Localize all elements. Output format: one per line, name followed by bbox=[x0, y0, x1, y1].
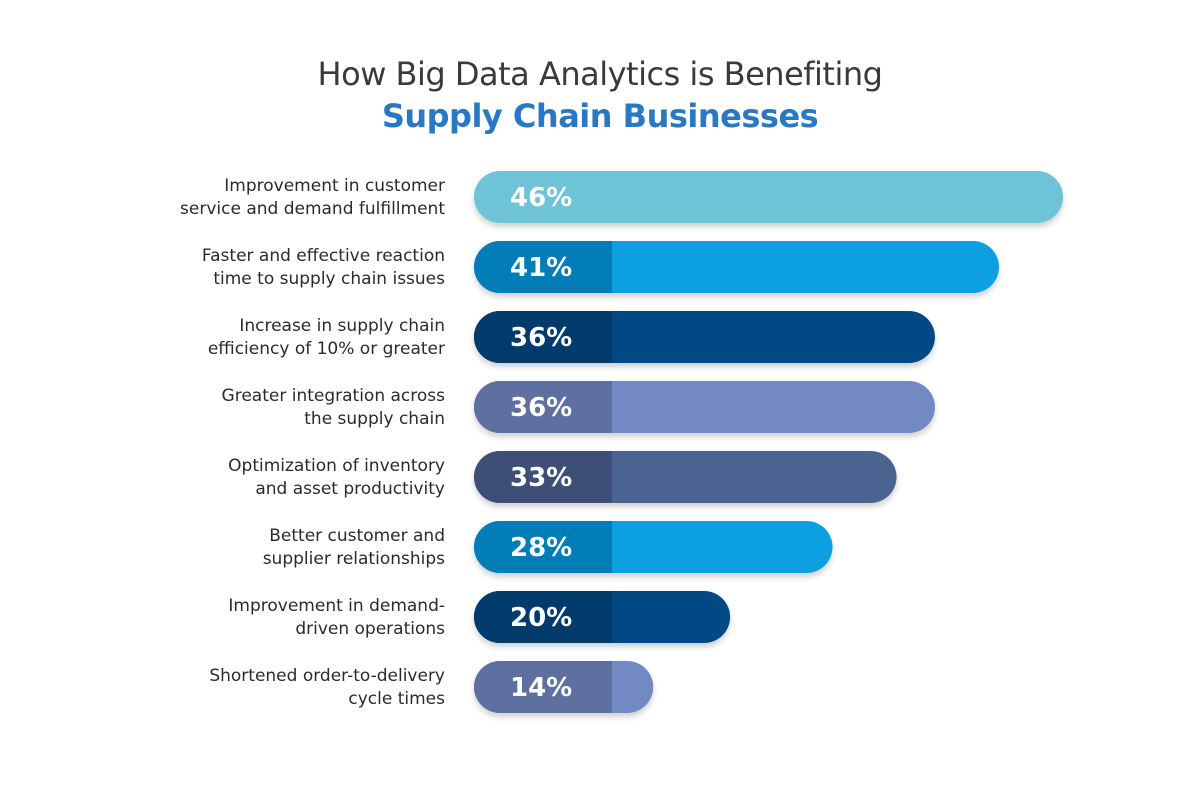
category-label: Improvement in demand-driven operations bbox=[228, 596, 445, 639]
bar-shade-segment bbox=[474, 521, 612, 573]
category-label: Greater integration across the supply cha… bbox=[222, 386, 446, 429]
bar-group bbox=[474, 241, 999, 293]
category-label: Increase in supply chain efficiency of 10… bbox=[208, 316, 445, 359]
bar-value-label: 14% bbox=[510, 673, 572, 703]
category-label-line: Optimization of inventory bbox=[228, 456, 445, 476]
category-label-line: Faster and effective reaction bbox=[202, 246, 445, 266]
bar-value-label: 36% bbox=[510, 323, 572, 353]
title-line-2: Supply Chain Businesses bbox=[381, 97, 819, 135]
category-label-line: and asset productivity bbox=[255, 479, 445, 499]
category-label: Shortened order-to-delivery cycle times bbox=[209, 666, 445, 709]
category-label-line: Better customer and bbox=[269, 526, 445, 546]
bar-group bbox=[474, 521, 833, 573]
bar bbox=[474, 171, 1063, 223]
bar-group bbox=[474, 661, 654, 713]
bar-shade-segment bbox=[474, 591, 612, 643]
category-label-line: Shortened order-to-delivery bbox=[209, 666, 445, 686]
bar-value-label: 36% bbox=[510, 393, 572, 423]
category-label: Better customer and supplier relationship… bbox=[263, 526, 445, 569]
category-label-line: service and demand fulfillment bbox=[180, 199, 445, 219]
category-label-line: Improvement in demand- bbox=[228, 596, 445, 616]
category-label: Optimization of inventory and asset produ… bbox=[228, 456, 445, 499]
category-label: Faster and effective reaction time to sup… bbox=[202, 246, 445, 289]
bar-group bbox=[474, 451, 897, 503]
category-label-line: Greater integration across bbox=[222, 386, 446, 406]
bar-group bbox=[474, 381, 935, 433]
chart-title: How Big Data Analytics is Benefiting Sup… bbox=[0, 52, 1200, 136]
bar-value-label: 33% bbox=[510, 463, 572, 493]
bar-shade-segment bbox=[474, 451, 612, 503]
bar-group bbox=[474, 311, 935, 363]
bar-value-label: 28% bbox=[510, 533, 572, 563]
category-label-line: cycle times bbox=[348, 689, 445, 709]
bar-shade-segment bbox=[474, 661, 612, 713]
bar-value-label: 41% bbox=[510, 253, 572, 283]
bar-group bbox=[474, 171, 1063, 223]
bar-value-label: 46% bbox=[510, 183, 572, 213]
category-label-line: driven operations bbox=[295, 619, 445, 639]
bar-group bbox=[474, 591, 731, 643]
bar-shade-segment bbox=[474, 311, 612, 363]
bar-shade-segment bbox=[474, 381, 612, 433]
category-label-line: supplier relationships bbox=[263, 549, 445, 569]
title-line-1: How Big Data Analytics is Benefiting bbox=[317, 55, 883, 93]
category-label-line: efficiency of 10% or greater bbox=[208, 339, 445, 359]
bar-shade-segment bbox=[474, 241, 612, 293]
category-label-line: time to supply chain issues bbox=[213, 269, 445, 289]
category-label-line: the supply chain bbox=[304, 409, 445, 429]
category-label: Improvement in customer service and deman… bbox=[180, 176, 445, 219]
category-label-line: Improvement in customer bbox=[224, 176, 445, 196]
category-label-line: Increase in supply chain bbox=[239, 316, 445, 336]
bar-value-label: 20% bbox=[510, 603, 572, 633]
